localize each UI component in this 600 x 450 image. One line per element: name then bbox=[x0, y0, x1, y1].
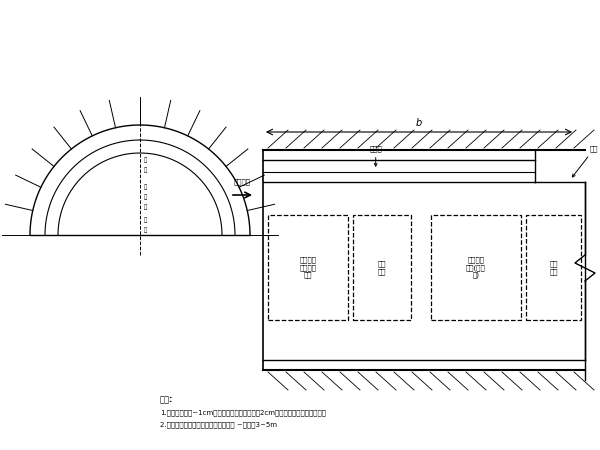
Text: 二衬: 二衬 bbox=[572, 145, 599, 177]
Text: 行车方向: 行车方向 bbox=[233, 178, 251, 185]
Bar bbox=[431, 215, 521, 320]
Text: 水: 水 bbox=[144, 194, 147, 200]
Text: 支: 支 bbox=[144, 167, 147, 173]
Text: 衬砌
台车: 衬砌 台车 bbox=[378, 261, 386, 274]
Text: 初: 初 bbox=[144, 157, 147, 163]
Text: b: b bbox=[416, 118, 422, 128]
Text: 出渣
台车: 出渣 台车 bbox=[549, 261, 558, 274]
Text: 衬: 衬 bbox=[144, 217, 147, 223]
Text: 1.实线表示初支~1cm，虚线表示模筑（衬砌）2cm厚度，各层之间，各步距为: 1.实线表示初支~1cm，虚线表示模筑（衬砌）2cm厚度，各层之间，各步距为 bbox=[160, 409, 326, 416]
Bar bbox=[526, 215, 581, 320]
Text: 说明:: 说明: bbox=[160, 395, 173, 404]
Text: 层: 层 bbox=[144, 204, 147, 210]
Text: 混凝土搅
拌站(搅拌
机): 混凝土搅 拌站(搅拌 机) bbox=[466, 256, 486, 279]
Bar bbox=[268, 215, 348, 320]
Text: 2.衬砌施工完毕后方式连接筋恢复长度 ~一般为3~5m: 2.衬砌施工完毕后方式连接筋恢复长度 ~一般为3~5m bbox=[160, 421, 277, 428]
Text: 砌: 砌 bbox=[144, 227, 147, 233]
Bar bbox=[353, 215, 411, 320]
Text: 防水层: 防水层 bbox=[370, 145, 382, 166]
Text: 防水板铺
挂台车或
机械: 防水板铺 挂台车或 机械 bbox=[299, 256, 317, 279]
Text: 防: 防 bbox=[144, 184, 147, 190]
